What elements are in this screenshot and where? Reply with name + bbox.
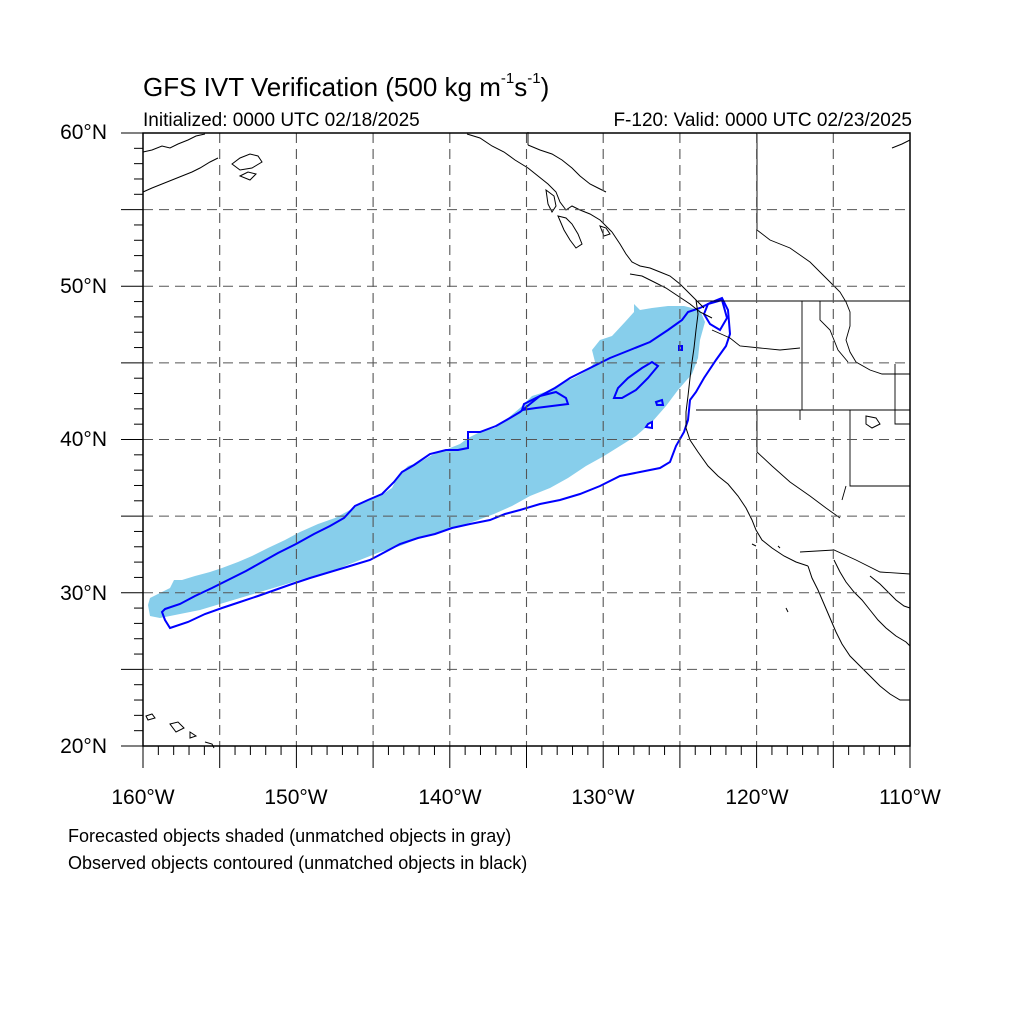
legend-forecast-note: Forecasted objects shaded (unmatched obj… — [68, 826, 512, 846]
legend-observed-note: Observed objects contoured (unmatched ob… — [68, 853, 528, 873]
lat-label-60n: 60°N — [60, 121, 107, 144]
lon-label-140w: 140°W — [418, 786, 482, 809]
lon-label-150w: 150°W — [264, 786, 328, 809]
lon-label-110w: 110°W — [879, 786, 941, 809]
lon-label-130w: 130°W — [571, 786, 635, 809]
initialized-time: Initialized: 0000 UTC 02/18/2025 — [143, 110, 420, 131]
lon-label-160w: 160°W — [111, 786, 175, 809]
lon-label-120w: 120°W — [725, 786, 789, 809]
coastlines — [142, 133, 911, 749]
map-title: GFS IVT Verification (500 kg m-1s-1) — [143, 70, 550, 102]
axis-ticks — [121, 132, 911, 768]
lat-label-30n: 30°N — [60, 582, 107, 605]
political-borders — [527, 132, 911, 575]
map-grid — [143, 133, 910, 746]
lat-label-20n: 20°N — [60, 735, 107, 758]
map-frame — [142, 132, 911, 747]
lat-label-50n: 50°N — [60, 275, 107, 298]
lat-label-40n: 40°N — [60, 428, 107, 451]
valid-time: F-120: Valid: 0000 UTC 02/23/2025 — [613, 110, 912, 131]
forecast-ivt-object — [148, 304, 705, 618]
